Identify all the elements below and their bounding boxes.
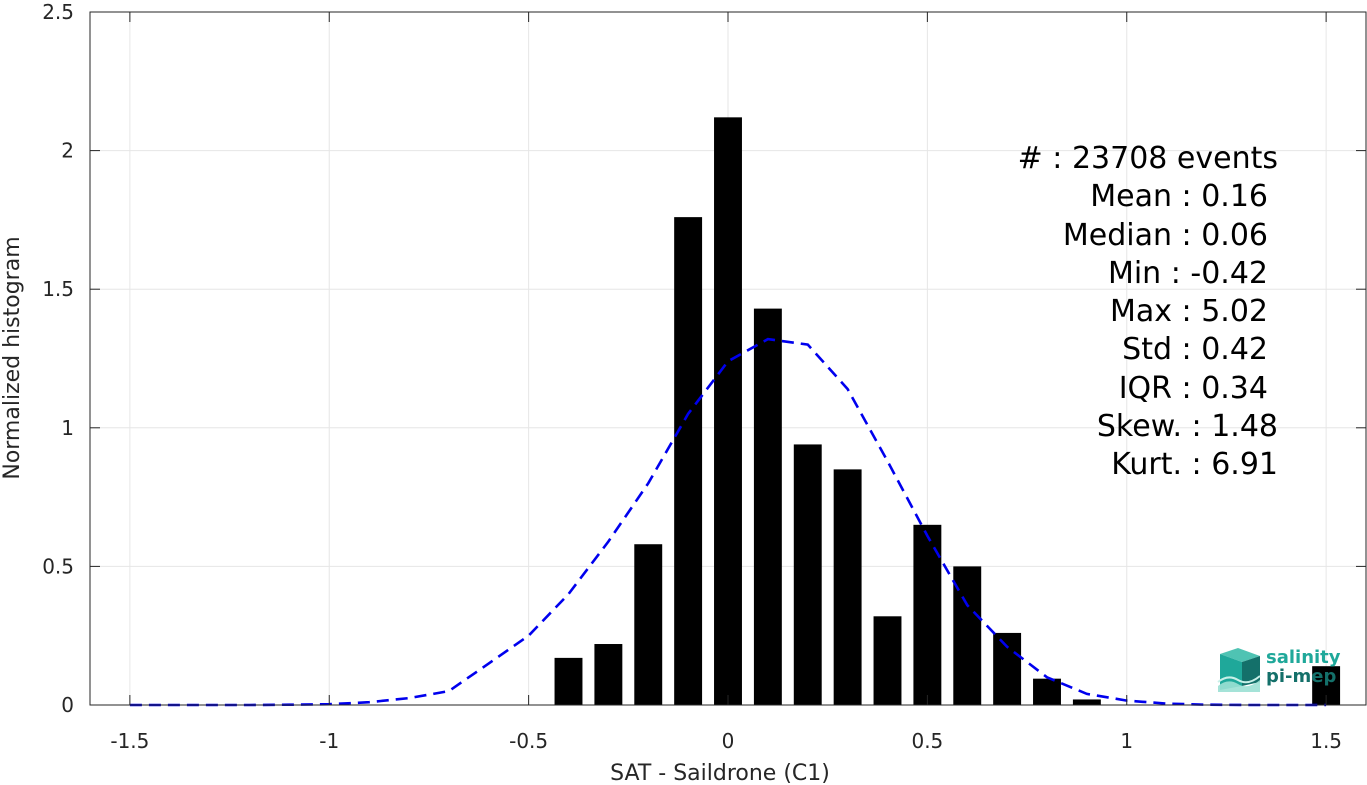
statistics-box: # : 23708 events Mean : 0.16 Median : 0.06… (960, 140, 1280, 485)
y-tick-label: 0 (61, 693, 74, 717)
histogram-bar (793, 444, 822, 705)
histogram-bar (554, 657, 583, 705)
y-tick-label: 2 (61, 139, 74, 163)
logo-line1: salinity (1266, 647, 1341, 668)
logo-waves-icon (1217, 648, 1261, 692)
stat-line: Kurt. : 6.91 (1111, 447, 1278, 483)
histogram-bar (1072, 699, 1101, 705)
x-tick-label: 0 (722, 729, 735, 753)
histogram-bar (753, 308, 782, 705)
stat-line: Std : 0.42 (1122, 332, 1268, 368)
stat-line: Mean : 0.16 (1090, 179, 1268, 215)
logo-text: salinity pi-mep (1266, 648, 1341, 686)
histogram-bar (993, 632, 1022, 705)
histogram-bar (1033, 678, 1061, 705)
salinity-pimep-logo: salinity pi-mep (1216, 646, 1356, 696)
x-tick-label: 1.5 (1310, 729, 1342, 753)
x-tick-label: -1.5 (110, 729, 149, 753)
x-axis-title: SAT - Saildrone (C1) (610, 761, 830, 785)
y-tick-label: 0.5 (42, 554, 74, 578)
y-tick-label: 1.5 (42, 277, 74, 301)
logo-line2: pi-mep (1266, 666, 1337, 687)
stat-line: Skew. : 1.48 (1096, 409, 1278, 445)
histogram-bar (873, 616, 902, 705)
stat-line: # : 23708 events (1017, 141, 1278, 176)
y-axis-title: Normalized histogram (0, 236, 25, 479)
y-tick-label: 2.5 (42, 0, 74, 24)
stat-line: Median : 0.06 (1062, 217, 1268, 253)
x-tick-label: -1 (319, 729, 339, 753)
x-tick-label: 1 (1120, 729, 1133, 753)
y-tick-label: 1 (61, 416, 74, 440)
histogram-bar (833, 469, 862, 705)
x-tick-label: 0.5 (911, 729, 943, 753)
histogram-bar (714, 117, 742, 705)
histogram-bar (913, 524, 942, 705)
x-tick-label: -0.5 (509, 729, 548, 753)
stat-line: Max : 5.02 (1110, 294, 1268, 330)
x-axis-ticks: -1.5 -1 -0.5 0 0.5 1 1.5 (110, 12, 1342, 753)
histogram-bar (634, 544, 663, 705)
histogram-bar (674, 217, 703, 706)
stat-line: Min : -0.42 (1107, 255, 1268, 291)
histogram-bar (594, 644, 623, 705)
stat-line: IQR : 0.34 (1118, 370, 1268, 406)
histogram-bars (554, 117, 1341, 706)
y-axis-ticks: 0 0.5 1 1.5 2 2.5 (42, 0, 1366, 717)
